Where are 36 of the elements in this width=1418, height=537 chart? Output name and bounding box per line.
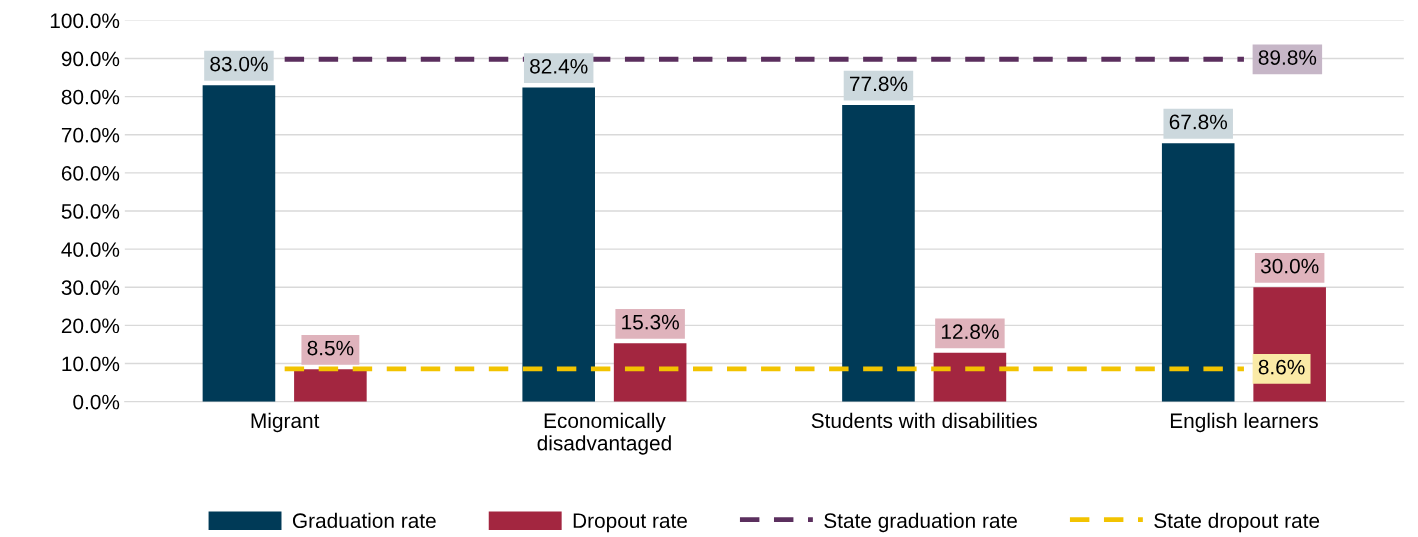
y-tick-label: 50.0% (61, 204, 120, 219)
x-tick-label: Economically disadvantaged (537, 412, 671, 455)
bar (522, 87, 595, 402)
data-label: 8.5% (307, 340, 354, 356)
data-label: 83.0% (210, 56, 268, 72)
y-tick-label: 70.0% (61, 127, 120, 143)
legend-label: State graduation rate (824, 512, 1017, 533)
y-tick-label: 60.0% (61, 165, 120, 181)
data-label: 8.6% (1258, 359, 1305, 375)
x-tick-label: Students with disabilities (811, 412, 1037, 429)
y-tick-label: 90.0% (61, 51, 120, 67)
legend-label: State dropout rate (1154, 512, 1320, 533)
legend-label: Graduation rate (292, 512, 436, 529)
y-tick-label: 10.0% (62, 356, 120, 372)
bar (842, 105, 915, 402)
bar (1161, 143, 1235, 402)
bar (613, 343, 687, 402)
y-tick-label: 0.0% (73, 394, 120, 410)
data-label: 77.8% (849, 76, 908, 92)
y-tick-label: 20.0% (61, 318, 120, 334)
data-label: 30.0% (1260, 258, 1319, 274)
bar (202, 85, 276, 402)
bar (933, 352, 1007, 402)
y-tick-label: 80.0% (61, 89, 120, 105)
bar (294, 369, 367, 402)
legend-label: Dropout rate (573, 513, 687, 533)
data-label: 15.3% (622, 314, 679, 330)
y-tick-label: 100.0% (50, 13, 120, 29)
y-tick-label: 40.0% (61, 242, 120, 257)
x-tick-label: English learners (1170, 412, 1318, 433)
y-tick-label: 30.0% (61, 280, 120, 296)
x-tick-label: Migrant (251, 412, 320, 433)
data-label: 67.8% (1169, 114, 1228, 130)
data-label: 89.8% (1258, 50, 1317, 65)
data-label: 12.8% (941, 324, 999, 340)
data-label: 82.4% (530, 58, 588, 74)
